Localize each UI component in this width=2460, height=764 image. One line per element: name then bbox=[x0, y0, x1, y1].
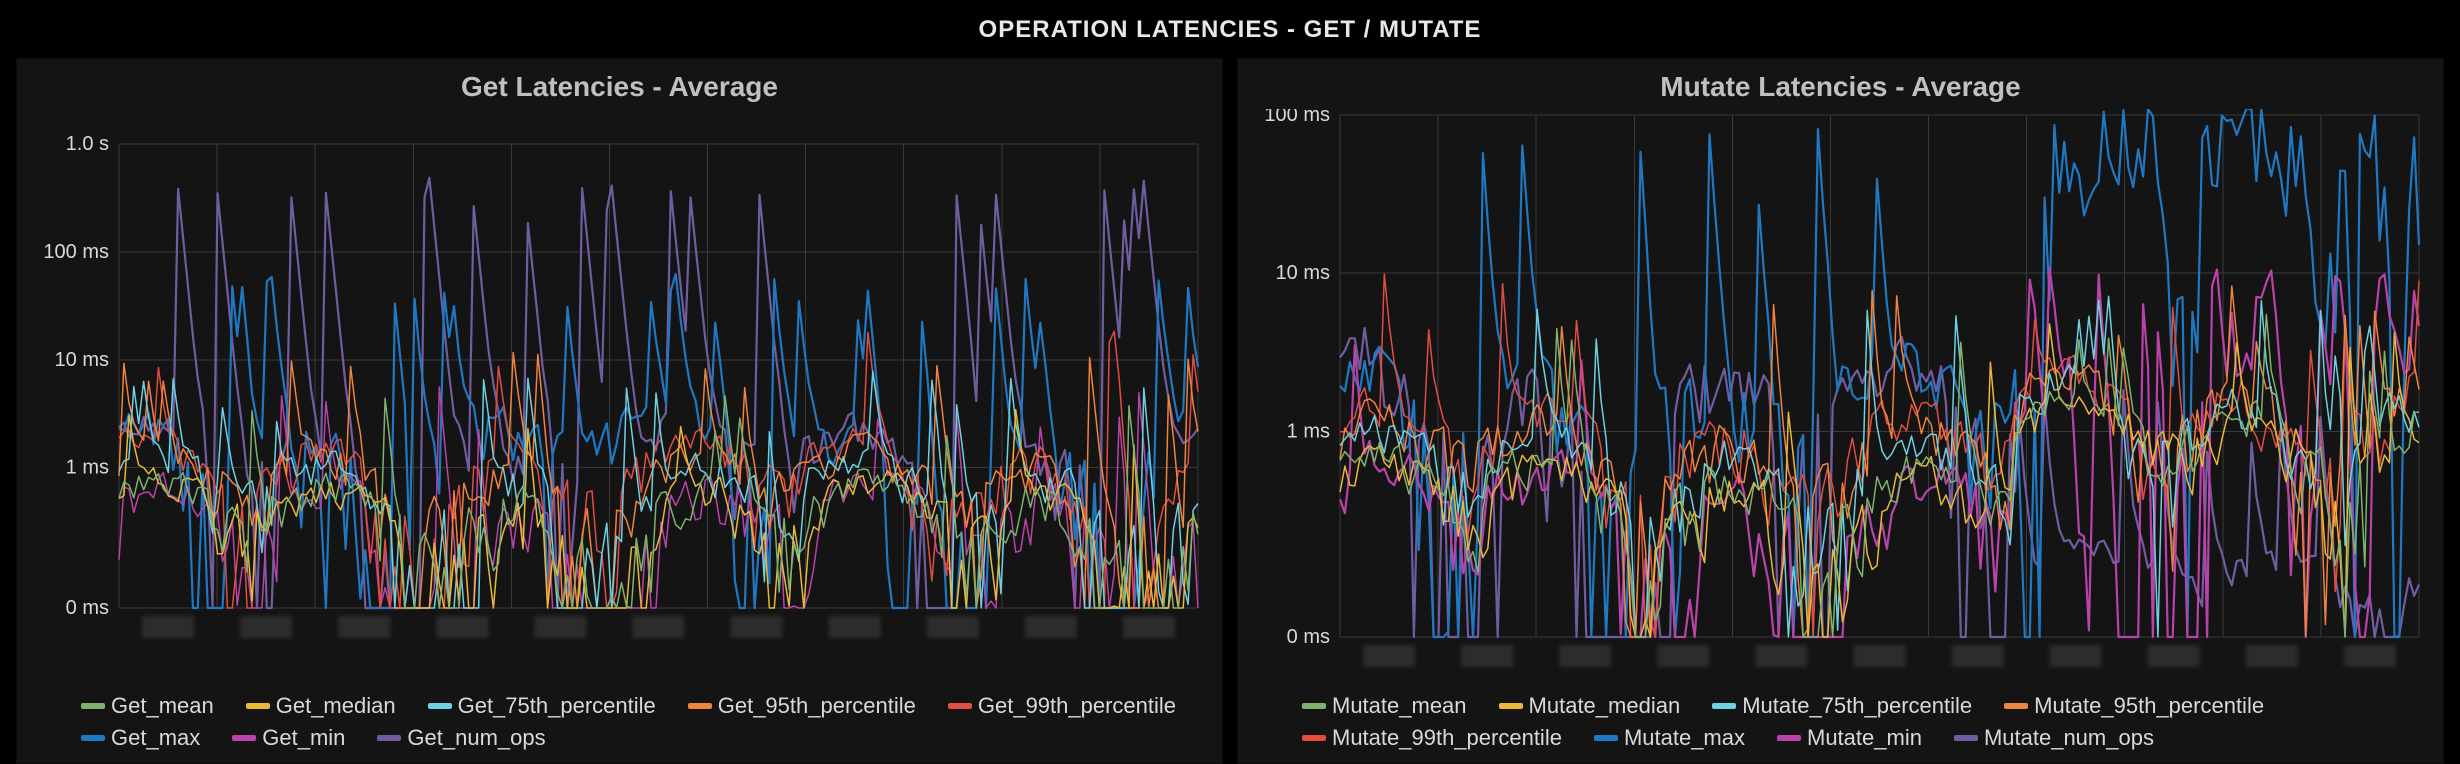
legend-item-p95[interactable]: Get_95th_percentile bbox=[688, 693, 916, 719]
legend-item-max[interactable]: Mutate_max bbox=[1594, 725, 1745, 751]
row-title: OPERATION LATENCIES - GET / MUTATE bbox=[16, 16, 2444, 44]
chart-area[interactable]: 0 ms 1 ms 10 ms 100 ms bbox=[1242, 109, 2425, 683]
dashboard: OPERATION LATENCIES - GET / MUTATE Get L… bbox=[0, 0, 2460, 648]
legend-item-min[interactable]: Mutate_min bbox=[1777, 725, 1922, 751]
chart-svg: 0 ms 1 ms 10 ms 100 ms bbox=[1242, 109, 2425, 683]
legend-swatch bbox=[948, 703, 972, 709]
legend-item-p75[interactable]: Get_75th_percentile bbox=[428, 693, 656, 719]
series-numops bbox=[119, 178, 1198, 608]
legend-swatch bbox=[2004, 703, 2028, 709]
legend-item-median[interactable]: Mutate_median bbox=[1499, 693, 1681, 719]
legend-swatch bbox=[1499, 703, 1523, 709]
legend-swatch bbox=[688, 703, 712, 709]
legend-swatch bbox=[246, 703, 270, 709]
legend-item-numops[interactable]: Get_num_ops bbox=[377, 725, 545, 751]
legend-label: Get_num_ops bbox=[407, 725, 545, 751]
legend-swatch bbox=[1594, 735, 1618, 741]
legend-item-p75[interactable]: Mutate_75th_percentile bbox=[1712, 693, 1972, 719]
svg-text:1 ms: 1 ms bbox=[66, 457, 109, 479]
legend-item-mean[interactable]: Get_mean bbox=[81, 693, 214, 719]
legend-swatch bbox=[1712, 703, 1736, 709]
svg-text:0 ms: 0 ms bbox=[1287, 626, 1330, 648]
legend-label: Mutate_95th_percentile bbox=[2034, 693, 2264, 719]
legend-swatch bbox=[1302, 703, 1326, 709]
legend-swatch bbox=[1302, 735, 1326, 741]
svg-text:1.0 s: 1.0 s bbox=[66, 133, 109, 155]
legend-item-max[interactable]: Get_max bbox=[81, 725, 200, 751]
legend-label: Mutate_mean bbox=[1332, 693, 1467, 719]
legend-item-mean[interactable]: Mutate_mean bbox=[1302, 693, 1467, 719]
svg-text:100 ms: 100 ms bbox=[43, 241, 109, 263]
legend: Get_mean Get_median Get_75th_percentile Get… bbox=[17, 683, 1222, 763]
chart-svg: 0 ms 1 ms 10 ms 100 ms 1.0 s bbox=[21, 109, 1204, 683]
legend-item-p99[interactable]: Get_99th_percentile bbox=[948, 693, 1176, 719]
legend-label: Mutate_median bbox=[1529, 693, 1681, 719]
panel-get-latencies: Get Latencies - Average 0 ms 1 ms 10 ms 100… bbox=[16, 58, 1223, 764]
legend-item-min[interactable]: Get_min bbox=[232, 725, 345, 751]
panel-title: Mutate Latencies - Average bbox=[1238, 59, 2443, 109]
legend-item-p95[interactable]: Mutate_95th_percentile bbox=[2004, 693, 2264, 719]
legend-label: Get_max bbox=[111, 725, 200, 751]
panel-row: Get Latencies - Average 0 ms 1 ms 10 ms 100… bbox=[16, 58, 2444, 764]
legend-swatch bbox=[377, 735, 401, 741]
legend-label: Get_75th_percentile bbox=[458, 693, 656, 719]
svg-text:0 ms: 0 ms bbox=[66, 597, 109, 619]
svg-text:1 ms: 1 ms bbox=[1287, 420, 1330, 442]
legend-label: Mutate_75th_percentile bbox=[1742, 693, 1972, 719]
legend-label: Mutate_min bbox=[1807, 725, 1922, 751]
legend-swatch bbox=[1954, 735, 1978, 741]
legend-swatch bbox=[428, 703, 452, 709]
panel-mutate-latencies: Mutate Latencies - Average 0 ms 1 ms 10 ms… bbox=[1237, 58, 2444, 764]
panel-title: Get Latencies - Average bbox=[17, 59, 1222, 109]
legend-swatch bbox=[81, 735, 105, 741]
legend-label: Get_min bbox=[262, 725, 345, 751]
legend-item-median[interactable]: Get_median bbox=[246, 693, 396, 719]
legend-swatch bbox=[232, 735, 256, 741]
legend-label: Get_mean bbox=[111, 693, 214, 719]
legend-swatch bbox=[1777, 735, 1801, 741]
svg-text:10 ms: 10 ms bbox=[55, 349, 109, 371]
legend-item-numops[interactable]: Mutate_num_ops bbox=[1954, 725, 2154, 751]
legend-label: Mutate_num_ops bbox=[1984, 725, 2154, 751]
legend-item-p99[interactable]: Mutate_99th_percentile bbox=[1302, 725, 1562, 751]
series-max bbox=[1340, 109, 2419, 637]
svg-text:100 ms: 100 ms bbox=[1264, 109, 1330, 126]
svg-text:10 ms: 10 ms bbox=[1276, 262, 1330, 284]
legend-label: Get_median bbox=[276, 693, 396, 719]
legend-label: Get_99th_percentile bbox=[978, 693, 1176, 719]
legend-label: Mutate_max bbox=[1624, 725, 1745, 751]
legend: Mutate_mean Mutate_median Mutate_75th_perc… bbox=[1238, 683, 2443, 763]
legend-label: Mutate_99th_percentile bbox=[1332, 725, 1562, 751]
legend-swatch bbox=[81, 703, 105, 709]
chart-area[interactable]: 0 ms 1 ms 10 ms 100 ms 1.0 s bbox=[21, 109, 1204, 683]
legend-label: Get_95th_percentile bbox=[718, 693, 916, 719]
